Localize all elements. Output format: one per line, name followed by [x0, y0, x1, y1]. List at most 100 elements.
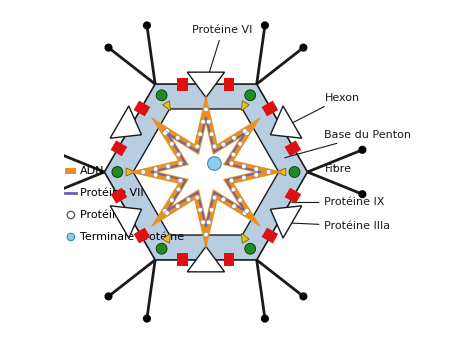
Circle shape: [195, 195, 200, 200]
Polygon shape: [277, 168, 286, 176]
Circle shape: [153, 167, 158, 172]
Circle shape: [245, 208, 249, 213]
Circle shape: [45, 190, 54, 198]
Polygon shape: [126, 168, 135, 176]
Circle shape: [156, 243, 167, 254]
Circle shape: [204, 232, 208, 237]
Circle shape: [241, 175, 246, 180]
Circle shape: [358, 146, 366, 154]
Polygon shape: [163, 233, 171, 243]
Text: Protéine IX: Protéine IX: [292, 197, 385, 207]
Text: Terminale protéine: Terminale protéine: [80, 232, 184, 242]
Polygon shape: [134, 100, 150, 116]
Circle shape: [245, 90, 256, 101]
Circle shape: [104, 292, 113, 300]
Circle shape: [178, 178, 183, 183]
Circle shape: [212, 144, 217, 149]
Text: Protéine IIIa: Protéine IIIa: [288, 221, 391, 231]
Circle shape: [176, 187, 181, 192]
Circle shape: [153, 172, 158, 177]
Polygon shape: [285, 188, 301, 204]
Text: Fibre: Fibre: [324, 164, 351, 174]
Circle shape: [178, 161, 183, 166]
Circle shape: [245, 131, 249, 136]
Circle shape: [164, 129, 170, 133]
Polygon shape: [187, 72, 225, 98]
Circle shape: [143, 21, 151, 30]
Circle shape: [261, 21, 269, 30]
Polygon shape: [178, 78, 188, 91]
Polygon shape: [270, 106, 302, 138]
Circle shape: [261, 314, 269, 323]
Circle shape: [67, 211, 75, 219]
Circle shape: [156, 90, 167, 101]
Circle shape: [212, 195, 217, 200]
Circle shape: [186, 142, 191, 147]
Polygon shape: [224, 253, 234, 266]
Circle shape: [206, 119, 211, 124]
Circle shape: [169, 198, 174, 203]
Circle shape: [175, 136, 180, 140]
Circle shape: [231, 187, 236, 192]
Circle shape: [201, 119, 206, 124]
Circle shape: [208, 157, 221, 170]
Circle shape: [165, 175, 171, 180]
Polygon shape: [178, 253, 188, 266]
Circle shape: [186, 197, 191, 202]
Circle shape: [238, 198, 242, 203]
Circle shape: [141, 170, 146, 174]
Circle shape: [242, 129, 247, 133]
Circle shape: [112, 166, 123, 178]
Text: Base du Penton: Base du Penton: [285, 130, 411, 158]
Circle shape: [45, 146, 54, 154]
Polygon shape: [285, 140, 301, 156]
Text: Protéine VII: Protéine VII: [80, 188, 144, 198]
Polygon shape: [134, 228, 150, 244]
Text: Protéine V: Protéine V: [80, 210, 137, 220]
Circle shape: [245, 243, 256, 254]
FancyBboxPatch shape: [65, 168, 76, 174]
Circle shape: [232, 204, 236, 208]
Polygon shape: [110, 140, 127, 156]
Polygon shape: [163, 101, 171, 111]
Circle shape: [299, 292, 308, 300]
Polygon shape: [224, 78, 234, 91]
Circle shape: [165, 164, 171, 169]
Polygon shape: [187, 246, 225, 272]
Circle shape: [206, 220, 211, 225]
Circle shape: [163, 131, 167, 136]
Polygon shape: [241, 233, 249, 243]
Circle shape: [231, 152, 236, 157]
Circle shape: [67, 233, 75, 241]
Circle shape: [232, 136, 236, 140]
Circle shape: [254, 167, 259, 172]
Circle shape: [289, 166, 300, 178]
Circle shape: [221, 197, 226, 202]
Circle shape: [164, 211, 170, 215]
Polygon shape: [144, 109, 268, 235]
Circle shape: [143, 314, 151, 323]
Circle shape: [229, 161, 234, 166]
Circle shape: [254, 172, 259, 177]
Circle shape: [266, 170, 271, 174]
Text: Hexon: Hexon: [283, 93, 359, 128]
Polygon shape: [110, 106, 142, 138]
Circle shape: [241, 164, 246, 169]
Circle shape: [195, 144, 200, 149]
Circle shape: [201, 220, 206, 225]
Circle shape: [221, 142, 226, 147]
Circle shape: [209, 132, 214, 137]
Polygon shape: [133, 109, 279, 235]
Text: ADN: ADN: [80, 166, 104, 176]
Circle shape: [198, 207, 203, 212]
Circle shape: [175, 204, 180, 208]
Polygon shape: [241, 101, 249, 111]
Circle shape: [299, 44, 308, 52]
Circle shape: [242, 211, 247, 215]
Polygon shape: [110, 188, 127, 204]
Circle shape: [198, 132, 203, 137]
Polygon shape: [261, 228, 278, 244]
Circle shape: [176, 152, 181, 157]
Circle shape: [169, 141, 174, 146]
Text: Protéine VI: Protéine VI: [192, 25, 253, 92]
